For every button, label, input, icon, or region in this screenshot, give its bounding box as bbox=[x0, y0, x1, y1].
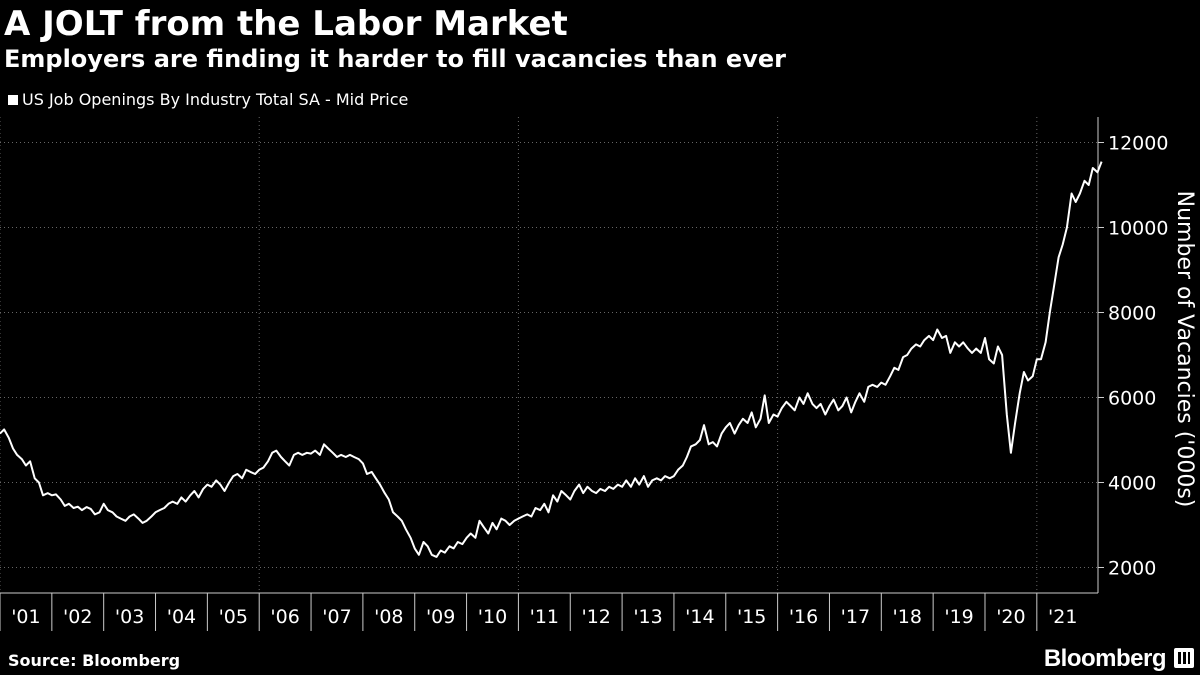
x-tick-label: '08 bbox=[374, 606, 403, 628]
x-tick-label: '09 bbox=[426, 606, 455, 628]
chart-legend: US Job Openings By Industry Total SA - M… bbox=[8, 90, 408, 110]
source-note: Source: Bloomberg bbox=[8, 651, 181, 670]
chart-title: A JOLT from the Labor Market bbox=[4, 4, 568, 44]
x-tick-label: '13 bbox=[633, 606, 662, 628]
x-tick-label: '03 bbox=[115, 606, 144, 628]
x-tick-label: '05 bbox=[219, 606, 248, 628]
legend-label: US Job Openings By Industry Total SA - M… bbox=[22, 90, 409, 109]
x-tick-label: '02 bbox=[63, 606, 92, 628]
x-tick-label: '04 bbox=[167, 606, 196, 628]
bloomberg-terminal-icon bbox=[1174, 648, 1194, 668]
chart-subtitle: Employers are finding it harder to fill … bbox=[4, 45, 786, 73]
x-tick-label: '18 bbox=[893, 606, 922, 628]
grid-layer bbox=[0, 117, 1098, 593]
x-tick-label: '07 bbox=[322, 606, 351, 628]
y-axis-title: Number of Vacancies ('000s) bbox=[1172, 191, 1197, 508]
series-layer bbox=[0, 161, 1103, 558]
y-tick-label: 10000 bbox=[1108, 218, 1168, 240]
label-layer: 2000 4000 6000 8000 10000 12000 '01 '02 '03 '04 '0… bbox=[11, 133, 1197, 629]
x-tick-label: '19 bbox=[944, 606, 973, 628]
x-tick-label: '20 bbox=[996, 606, 1025, 628]
x-tick-label: '11 bbox=[530, 606, 559, 628]
x-tick-label: '21 bbox=[1048, 606, 1077, 628]
x-tick-label: '12 bbox=[581, 606, 610, 628]
series-line bbox=[0, 161, 1103, 558]
y-tick-label: 4000 bbox=[1108, 473, 1156, 495]
y-tick-label: 12000 bbox=[1108, 133, 1168, 155]
y-tick-label: 2000 bbox=[1108, 558, 1156, 580]
x-tick-label: '17 bbox=[841, 606, 870, 628]
axis-layer bbox=[0, 117, 1104, 631]
x-tick-label: '16 bbox=[789, 606, 818, 628]
x-tick-label: '14 bbox=[685, 606, 714, 628]
y-tick-label: 6000 bbox=[1108, 388, 1156, 410]
x-tick-label: '10 bbox=[478, 606, 507, 628]
legend-swatch bbox=[8, 95, 18, 105]
bloomberg-logo: Bloomberg bbox=[1043, 645, 1167, 672]
x-tick-label: '06 bbox=[270, 606, 299, 628]
y-tick-label: 8000 bbox=[1108, 303, 1156, 325]
x-tick-label: '01 bbox=[11, 606, 40, 628]
x-tick-label: '15 bbox=[737, 606, 766, 628]
